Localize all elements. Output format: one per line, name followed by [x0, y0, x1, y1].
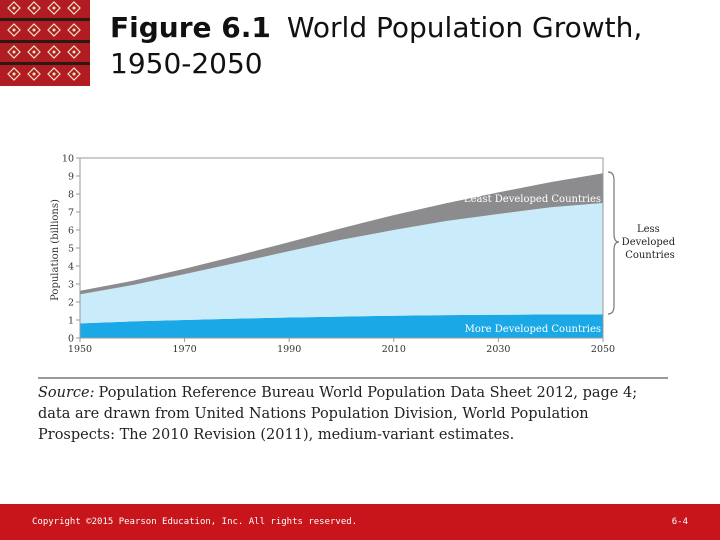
least-developed-label: Least Developed Countries [464, 194, 601, 205]
y-tick-label: 4 [68, 262, 74, 273]
more-developed-label: More Developed Countries [465, 324, 601, 335]
source-label: Source: [38, 385, 95, 401]
copyright-text: Copyright ©2015 Pearson Education, Inc. … [32, 517, 358, 527]
figure-number: Figure 6.1 [110, 11, 271, 44]
plot-frame [79, 157, 604, 339]
diamond-pattern-icon [0, 1, 90, 81]
y-tick-label: 6 [68, 226, 74, 237]
x-tick-label: 1950 [68, 344, 92, 355]
x-tick-label: 1990 [277, 344, 301, 355]
y-tick-label: 2 [68, 298, 74, 309]
source-text: Population Reference Bureau World Popula… [38, 385, 638, 443]
y-tick-label: 0 [68, 334, 74, 345]
x-tick-label: 2050 [591, 344, 615, 355]
y-tick-label: 9 [68, 172, 74, 183]
x-tick-label: 2030 [486, 344, 510, 355]
x-tick-label: 1970 [173, 344, 197, 355]
figure-title: World Population Growth, 1950-2050 [110, 11, 643, 80]
y-tick-label: 7 [68, 208, 74, 219]
less-developed-brace-label: Less Developed Countries [622, 224, 679, 261]
x-tick-label: 2010 [382, 344, 406, 355]
least-developed-area [80, 173, 603, 295]
less-developed-brace [607, 171, 620, 315]
footer-banner: Copyright ©2015 Pearson Education, Inc. … [0, 504, 720, 540]
y-tick-label: 5 [68, 244, 74, 255]
page-number: 6-4 [671, 517, 688, 527]
y-tick-label: 3 [68, 280, 74, 291]
decorative-logo-pattern [0, 0, 90, 86]
y-tick-label: 1 [68, 316, 74, 327]
more-developed-area [80, 314, 603, 338]
slide-title: Figure 6.1 World Population Growth, 1950-… [110, 10, 700, 82]
y-tick-label: 10 [62, 154, 74, 165]
source-note: Source: Population Reference Bureau World… [38, 377, 668, 446]
less-developed-area [80, 203, 603, 324]
population-area-chart: Population (billions) 0 1 2 3 4 5 6 7 8 9 10 1950 1… [50, 154, 679, 356]
y-axis-label: Population (billions) [50, 199, 61, 301]
y-tick-label: 8 [68, 190, 74, 201]
